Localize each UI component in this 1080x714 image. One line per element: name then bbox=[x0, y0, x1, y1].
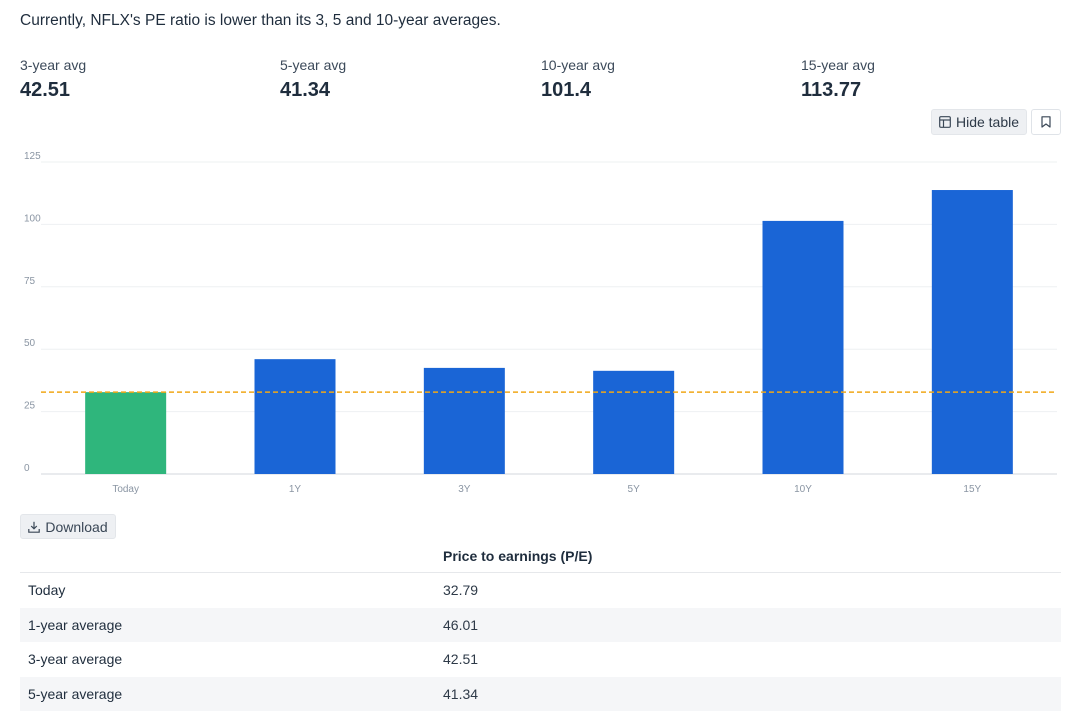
table-row: Today 32.79 bbox=[20, 573, 1061, 608]
x-tick-label: Today bbox=[112, 484, 139, 495]
download-button[interactable]: Download bbox=[20, 514, 116, 539]
bar-3y bbox=[423, 367, 505, 474]
stat-value: 101.4 bbox=[541, 79, 592, 101]
table-icon bbox=[939, 116, 951, 128]
table-row: 5-year average 41.34 bbox=[20, 676, 1061, 711]
stat-value: 41.34 bbox=[280, 79, 331, 101]
stat-label: 15-year avg bbox=[801, 57, 875, 73]
x-tick-label: 10Y bbox=[794, 484, 812, 495]
bar-15y bbox=[931, 190, 1013, 474]
column-header-pe: Price to earnings (P/E) bbox=[443, 548, 593, 564]
y-tick-label: 25 bbox=[24, 401, 36, 412]
x-tick-label: 15Y bbox=[963, 484, 981, 495]
y-tick-label: 50 bbox=[24, 338, 36, 349]
table-row: 3-year average 42.51 bbox=[20, 642, 1061, 677]
hide-table-label: Hide table bbox=[955, 114, 1020, 130]
x-tick-label: 5Y bbox=[628, 484, 641, 495]
stats-row: 3-year avg 42.51 5-year avg 41.34 10-yea… bbox=[20, 57, 1060, 107]
bar-1y bbox=[254, 359, 336, 474]
download-icon bbox=[28, 521, 41, 533]
stat-3-year: 3-year avg 42.51 bbox=[20, 57, 86, 102]
stat-value: 113.77 bbox=[801, 79, 862, 101]
stat-label: 3-year avg bbox=[20, 57, 87, 73]
bookmark-button[interactable] bbox=[1031, 109, 1061, 135]
row-label: Today bbox=[28, 582, 66, 598]
row-label: 5-year average bbox=[28, 685, 123, 702]
bookmark-icon bbox=[1041, 116, 1051, 128]
stat-label: 5-year avg bbox=[280, 57, 347, 73]
stat-5-year: 5-year avg 41.34 bbox=[280, 57, 346, 102]
pe-table: Price to earnings (P/E) Today 32.79 1-ye… bbox=[20, 540, 1061, 711]
row-label: 1-year average bbox=[28, 616, 123, 633]
hide-table-button[interactable]: Hide table bbox=[931, 109, 1027, 135]
bar-5y bbox=[593, 370, 675, 474]
table-row: 1-year average 46.01 bbox=[20, 607, 1061, 642]
y-tick-label: 75 bbox=[24, 276, 36, 287]
stat-label: 10-year avg bbox=[541, 57, 615, 73]
stat-value: 42.51 bbox=[20, 79, 71, 101]
row-value: 41.34 bbox=[443, 685, 479, 702]
stat-10-year: 10-year avg 101.4 bbox=[541, 57, 615, 102]
download-label: Download bbox=[45, 518, 108, 535]
row-value: 42.51 bbox=[443, 651, 479, 667]
x-tick-label: 1Y bbox=[289, 484, 302, 495]
y-tick-label: 0 bbox=[24, 463, 30, 474]
pe-bar-chart: 0 25 50 75 100 125 Today 1Y 3Y 5Y 10Y 15Y bbox=[24, 151, 1057, 495]
y-tick-label: 125 bbox=[24, 151, 41, 162]
stat-15-year: 15-year avg 113.77 bbox=[801, 57, 875, 102]
page-headline: Currently, NFLX's PE ratio is lower than… bbox=[20, 12, 501, 29]
bar-10y bbox=[762, 220, 844, 474]
y-tick-label: 100 bbox=[24, 213, 41, 224]
row-label: 3-year average bbox=[28, 651, 123, 667]
row-value: 32.79 bbox=[443, 582, 479, 598]
row-value: 46.01 bbox=[443, 616, 479, 633]
bar-today bbox=[85, 392, 167, 474]
x-tick-label: 3Y bbox=[458, 484, 471, 495]
table-header: Price to earnings (P/E) bbox=[20, 540, 1061, 573]
